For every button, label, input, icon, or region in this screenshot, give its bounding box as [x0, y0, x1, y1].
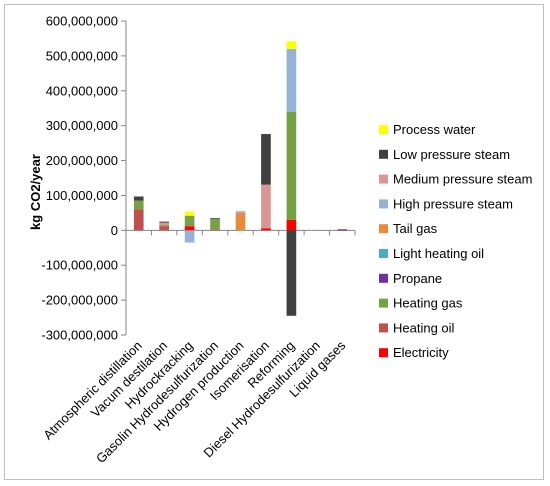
bar-segment	[159, 226, 170, 231]
legend-swatch	[379, 273, 388, 283]
legend-swatch	[379, 149, 388, 159]
legend-swatch	[379, 199, 388, 209]
legend-swatch	[379, 224, 388, 234]
bar-segment	[184, 211, 195, 216]
bar-segment	[235, 212, 246, 231]
legend-label: Process water	[393, 122, 476, 137]
legend-label: Medium pressure steam	[393, 172, 532, 187]
legend-label: Heating gas	[393, 296, 463, 311]
legend-label: Electricity	[393, 345, 449, 360]
bar-segment	[210, 229, 220, 231]
legend-swatch	[379, 125, 388, 134]
legend-label: Propane	[393, 271, 442, 286]
bar-segment	[286, 41, 297, 49]
y-tick-label: -300,000,000	[41, 328, 118, 343]
bar-segment	[133, 200, 144, 210]
legend-swatch	[379, 298, 388, 308]
axes	[121, 20, 356, 336]
bar-segment	[133, 196, 144, 201]
y-tick-label: 600,000,000	[46, 14, 118, 29]
bar-segment	[286, 219, 297, 231]
legend-label: Light heating oil	[393, 246, 484, 261]
bar-segment	[184, 226, 195, 231]
bar-segment	[184, 215, 195, 227]
bar-segment	[286, 48, 297, 112]
bar-segment	[159, 221, 170, 223]
bar-segment	[235, 211, 246, 213]
legend-label: Tail gas	[393, 221, 438, 236]
y-tick-label: 400,000,000	[46, 83, 118, 98]
chart-frame	[4, 4, 544, 480]
bars	[133, 41, 348, 316]
legend-swatch	[379, 323, 388, 333]
legend-label: Low pressure steam	[393, 147, 510, 162]
bar-segment	[286, 230, 297, 316]
bar-segment	[159, 225, 170, 227]
legend-swatch	[379, 174, 388, 184]
y-tick-label: -200,000,000	[41, 293, 118, 308]
y-tick-label: 500,000,000	[46, 48, 118, 63]
bar-segment	[210, 218, 220, 219]
y-tick-label: 200,000,000	[46, 153, 118, 168]
bar-segment	[311, 229, 322, 231]
y-tick-label: 300,000,000	[46, 118, 118, 133]
bar-segment	[261, 228, 271, 231]
y-tick-labels: 600,000,000 500,000,000 400,000,000 300,000…	[41, 14, 118, 343]
bar-segment	[261, 184, 271, 229]
bar-segment	[261, 134, 271, 185]
y-tick-label: 0	[111, 223, 118, 238]
legend-swatch	[379, 348, 388, 358]
bar-segment	[184, 230, 195, 243]
y-axis-label: kg CO2/year	[28, 154, 43, 230]
bar-segment	[286, 111, 297, 220]
legend-swatch	[379, 249, 388, 258]
bar-segment	[159, 222, 170, 226]
legend-label: High pressure steam	[393, 196, 513, 211]
y-tick-label: -100,000,000	[41, 258, 118, 273]
bar-segment	[337, 229, 348, 231]
y-tick-label: 100,000,000	[46, 188, 118, 203]
legend-label: Heating oil	[393, 320, 455, 335]
legend: Process water Low pressure steam Medium pr…	[379, 122, 532, 360]
bar-segment	[337, 229, 348, 231]
bar-segment	[133, 209, 144, 231]
bar-segment	[210, 218, 220, 230]
